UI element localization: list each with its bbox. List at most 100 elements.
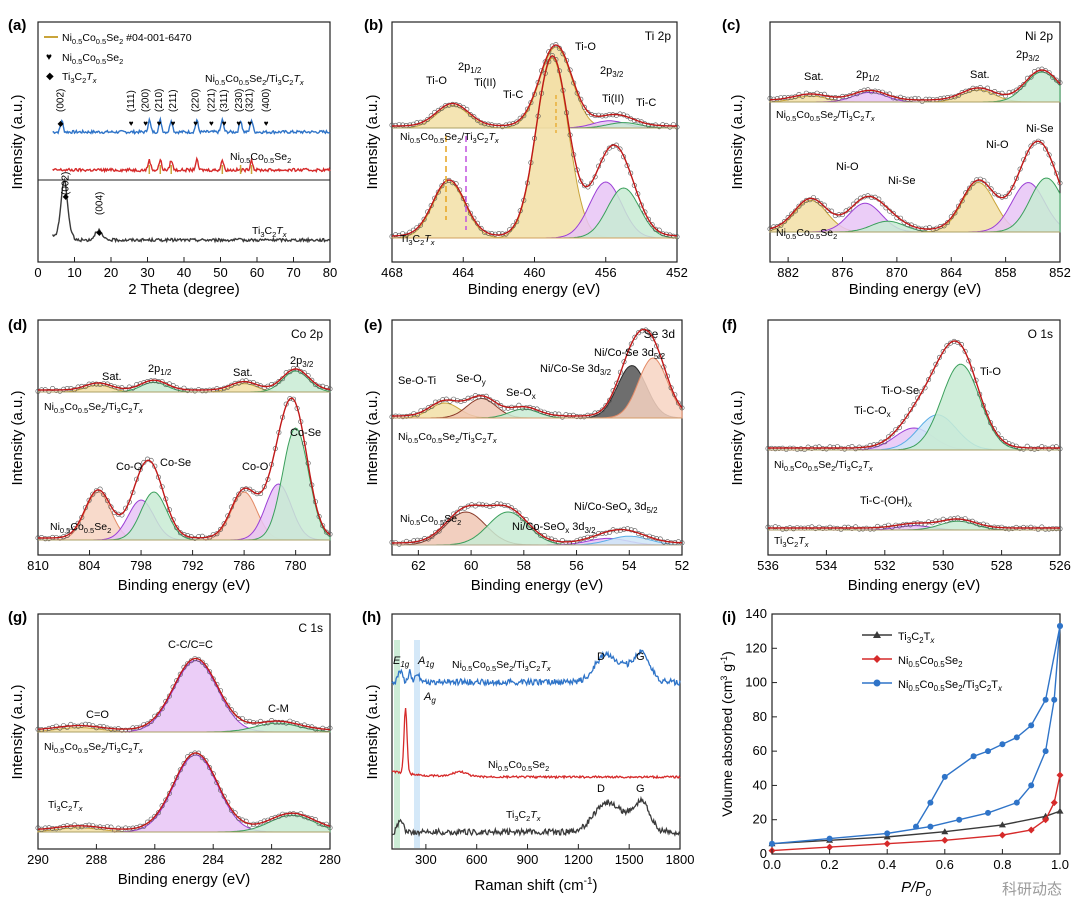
x-axis-label-a: 2 Theta (degree) [128,281,239,298]
xps-raw-data-point [276,719,282,725]
sample-label-c2: Ni0.5Co0.5Se2 [776,227,837,241]
xps-raw-data-point [400,231,406,237]
xps-raw-data-point [42,536,48,542]
element-label-f: O 1s [1028,327,1053,341]
x-axis-label-g: Binding energy (eV) [118,871,251,888]
x-tick-label: 786 [233,558,255,573]
xps-raw-data-point [916,96,922,102]
xps-raw-data-point [181,664,187,670]
legend-text-ref: Ni0.5Co0.5Se2 #04-001-6470 [62,32,192,46]
xps-raw-data-point [261,484,267,490]
xps-raw-data-point [323,529,329,535]
xps-raw-data-point [553,42,559,48]
xrd-peak-index: (221) [206,89,217,112]
x-axis-label-b: Binding energy (eV) [468,281,601,298]
isotherm-point [769,840,775,847]
xps-raw-data-point [1021,82,1027,88]
xps-raw-data-point [148,718,154,724]
xps-raw-data-point [155,810,161,816]
xps-raw-data-point [225,702,231,708]
xps-raw-data-point [327,531,333,537]
isotherm-point [985,809,991,816]
x-tick-label: 0.6 [936,857,954,872]
xps-raw-data-point [937,224,943,230]
xps-raw-data-point [889,431,895,437]
xps-raw-data-point [962,516,968,522]
xps-raw-data-point [674,124,680,130]
xps-raw-data-point [159,803,165,809]
xps-envelope-fit [392,504,682,544]
xps-raw-data-point [436,399,442,405]
xps-raw-data-point [1046,526,1052,532]
xps-raw-data-point [414,225,420,231]
xps-envelope-fit [768,340,1060,449]
xps-raw-data-point [199,388,205,394]
axis-ticks-i: 0.0 0.2 0.4 0.6 0.8 1.0 0 20 40 60 80 100 120 140 [745,606,1069,872]
xps-ti2p-plot [389,42,680,240]
xrd-peak-marker: ◆ [63,192,70,201]
xps-raw-data-point [177,671,183,677]
xps-raw-data-point [912,95,918,101]
x-axis-label-i: P/P0 [901,879,931,899]
xps-raw-data-point [785,215,791,221]
xps-raw-data-point [1028,446,1034,452]
xps-raw-data-point [596,410,602,416]
y-tick-label: 80 [753,709,767,724]
x-tick-label: 858 [995,265,1017,280]
xps-raw-data-point [93,725,99,731]
xps-raw-data-point [959,90,965,96]
xps-raw-data-point [778,95,784,101]
xps-raw-data-point [203,758,209,764]
xps-raw-data-point [411,538,417,544]
xrd-peak-index: (230) [234,89,245,112]
annot-f-tiose: Ti-O-Se [881,385,919,397]
xps-raw-data-point [422,407,428,413]
xrd-series-line [51,177,331,244]
legend-marker-diamond: ◆ [46,71,54,82]
xps-raw-data-point [1006,526,1012,532]
xps-raw-data-point [228,807,234,813]
y-tick-label: 0 [760,846,767,861]
annot-g-co: C=O [86,709,109,721]
sample-label-c1: Ni0.5Co0.5Se2/Ti3C2Tx [776,109,875,123]
xps-raw-data-point [432,195,438,201]
x-tick-label: 852 [1049,265,1071,280]
xps-raw-data-point [1053,77,1059,83]
xrd-peak-index: (002) [56,89,67,112]
xps-raw-data-point [955,203,961,209]
plot-frame-f [767,319,1061,556]
xrd-peak-index: (220) [191,89,202,112]
xps-raw-data-point [123,727,129,733]
xps-raw-data-point [1028,74,1034,80]
sample-label-b2: Ti3C2Tx [400,233,435,247]
xps-raw-data-point [141,380,147,386]
xps-raw-data-point [885,434,891,440]
xps-raw-data-point [265,720,271,726]
band-h-a1g [414,640,420,848]
xrd-peak-marker: ♥ [222,119,227,128]
xps-raw-data-point [900,418,906,424]
xps-raw-data-point [290,396,296,402]
xps-raw-data-point [674,234,680,240]
annot-e-nicoseox-32: Ni/Co-SeOx 3d3/2 [512,521,596,535]
xrd-peak-marker: ♥ [129,119,134,128]
xps-raw-data-point [86,497,92,503]
xps-raw-data-point [185,661,191,667]
panel-label-i: (i) [722,609,736,626]
xps-raw-data-point [429,403,435,409]
xps-raw-data-point [660,122,666,128]
xps-raw-data-point [174,775,180,781]
x-tick-label: 876 [832,265,854,280]
sample-label-f1: Ni0.5Co0.5Se2/Ti3C2Tx [774,459,873,473]
xps-raw-data-point [1017,446,1023,452]
xps-raw-data-point [261,720,267,726]
annot-d-coo-1: Co-O [116,461,143,473]
xps-raw-data-point [181,531,187,537]
xps-raw-data-point [301,370,307,376]
isotherm-point [826,843,834,851]
xps-raw-data-point [556,411,562,417]
xps-raw-data-point [534,529,540,535]
xps-raw-data-point [893,427,899,433]
panel-e: (e) Se 3d Se-O-Ti Se-Oy Se-Ox Ni/Co-Se 3… [364,317,689,594]
x-tick-label: 58 [517,558,531,573]
